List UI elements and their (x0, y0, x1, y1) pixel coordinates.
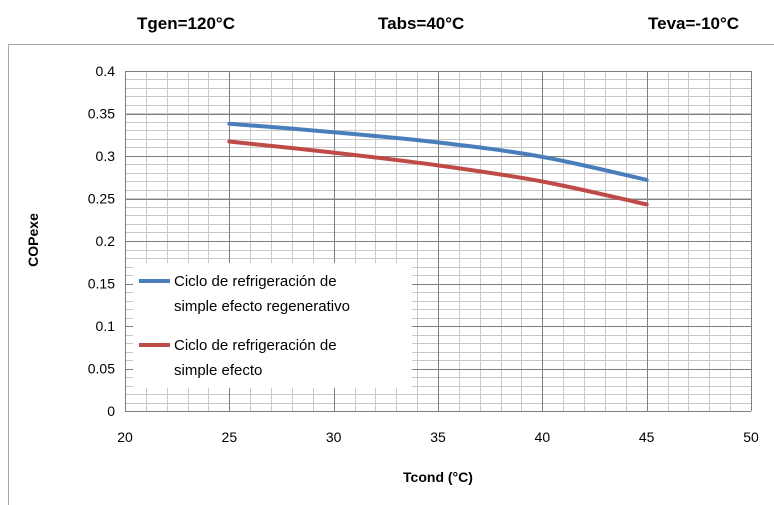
y-tick-label: 0 (107, 403, 115, 419)
x-tick-label: 20 (117, 429, 133, 445)
x-tick-label: 25 (222, 429, 238, 445)
x-tick-label: 35 (430, 429, 446, 445)
x-tick-label: 30 (326, 429, 342, 445)
header-tgen: Tgen=120°C (137, 14, 235, 33)
legend-label-line2: simple efecto regenerativo (174, 298, 350, 315)
chart-area (8, 44, 774, 505)
y-tick-label: 0.05 (88, 361, 115, 377)
legend-layer: Ciclo de refrigeración de simple efecto r… (133, 263, 412, 388)
y-tick-label: 0.3 (96, 148, 116, 164)
series-layer (227, 121, 649, 207)
legend-label-line1: Ciclo de refrigeración de (174, 337, 337, 354)
y-tick-label: 0.15 (88, 276, 115, 292)
series-line-1 (227, 121, 649, 182)
x-tick-label: 50 (743, 429, 759, 445)
y-axis-label: COPexe (25, 213, 41, 267)
y-tick-label: 0.4 (96, 63, 116, 79)
y-tick-label: 0.1 (96, 318, 116, 334)
x-tick-label: 45 (639, 429, 655, 445)
y-tick-label: 0.35 (88, 106, 115, 122)
axis-layer: 0 0.05 0.1 0.15 0.2 0.25 0.3 0.35 0.4 20 25 30 35 40 4… (88, 63, 759, 445)
x-tick-label: 40 (535, 429, 551, 445)
legend-label-line1: Ciclo de refrigeración de (174, 273, 337, 290)
legend-label-line2: simple efecto (174, 362, 262, 379)
header-tabs: Tabs=40°C (378, 14, 465, 33)
header-teva: Teva=-10°C (648, 14, 740, 33)
series-line-2 (227, 139, 649, 207)
y-tick-label: 0.2 (96, 233, 116, 249)
y-tick-label: 0.25 (88, 191, 115, 207)
legend-box (133, 263, 412, 388)
x-axis-label: Tcond (°C) (403, 469, 473, 485)
